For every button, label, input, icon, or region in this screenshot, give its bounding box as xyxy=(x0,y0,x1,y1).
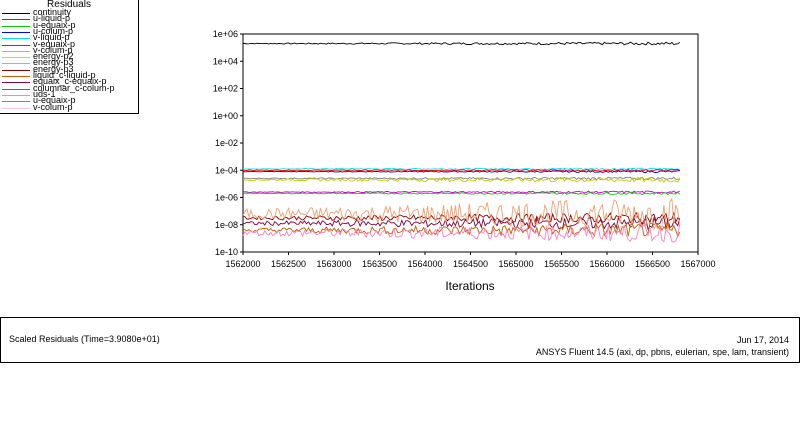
series-line xyxy=(242,168,681,172)
x-tick-label: 1565500 xyxy=(544,259,579,269)
x-tick-label: 1563500 xyxy=(362,259,397,269)
x-tick-label: 1562000 xyxy=(225,259,260,269)
legend-label: equaix_c-equaix-p xyxy=(33,76,107,87)
legend-label: energy-p2 xyxy=(33,51,74,62)
footer-date: Jun 17, 2014 xyxy=(736,335,789,345)
x-tick-label: 1564500 xyxy=(453,259,488,269)
x-tick-label: 1564000 xyxy=(407,259,442,269)
y-tick-label: 1e-08 xyxy=(215,220,238,230)
footer-solver-info: ANSYS Fluent 14.5 (axi, dp, pbns, euleri… xyxy=(535,347,789,357)
legend-line xyxy=(2,82,30,84)
legend-label: uds-1 xyxy=(33,88,56,99)
series-line xyxy=(242,170,680,173)
series-line xyxy=(242,216,681,231)
legend-label: v-colum-p xyxy=(33,101,73,112)
residuals-plot: 1562000 1562500 1563000 1563500 1564000 15645… xyxy=(213,29,716,293)
legend-line xyxy=(2,31,30,33)
plot-area xyxy=(242,33,699,253)
legend-label: v-equaix-p xyxy=(33,38,76,49)
legend-line xyxy=(2,44,30,46)
legend-label: energy-p3 xyxy=(33,57,74,68)
ticks-layer: 1562000 1562500 1563000 1563500 1564000 15645… xyxy=(213,29,716,269)
legend: Residuals continuity u-liquid-p u-equaix-p… xyxy=(0,0,139,114)
legend-label: continuity xyxy=(33,7,72,17)
legend-line xyxy=(2,19,30,21)
x-tick-label: 1565000 xyxy=(498,259,533,269)
y-tick-label: 1e-02 xyxy=(215,138,238,148)
legend-label: energy-p3 xyxy=(33,63,74,74)
x-tick-label: 1563000 xyxy=(316,259,351,269)
legend-line xyxy=(2,25,30,27)
legend-line xyxy=(2,38,30,40)
footer-panel: Scaled Residuals (Time=3.9080e+01) Jun 1… xyxy=(0,317,800,363)
series-line xyxy=(242,176,681,183)
legend-label: columnar_c-colum-p xyxy=(33,82,115,93)
y-tick-label: 1e-10 xyxy=(215,247,238,257)
series-layer xyxy=(242,41,681,243)
series-line xyxy=(242,222,681,243)
x-tick-label: 1567000 xyxy=(680,259,715,269)
series-line xyxy=(242,190,680,194)
legend-line xyxy=(2,88,30,90)
legend-label: u-liquid-p xyxy=(33,13,71,24)
legend-line xyxy=(2,57,30,59)
y-tick-label: 1e+02 xyxy=(213,84,238,94)
legend-line xyxy=(2,69,30,71)
legend-label: u-equaix-p xyxy=(33,95,76,106)
series-line xyxy=(242,197,681,231)
legend-line xyxy=(2,13,30,14)
legend-title: Residuals xyxy=(47,0,91,10)
footer-title: Scaled Residuals (Time=3.9080e+01) xyxy=(9,334,160,344)
y-tick-label: 1e+00 xyxy=(213,111,238,121)
series-line xyxy=(243,41,681,46)
legend-label: v-colum-p xyxy=(33,44,73,55)
legend-line xyxy=(2,107,30,109)
x-axis-label: Iterations xyxy=(445,279,494,293)
legend-label: v-liquid-p xyxy=(33,32,70,43)
legend-line xyxy=(2,94,30,96)
legend-label: liquid_c-liquid-p xyxy=(33,70,96,80)
legend-label: u-equaix-p xyxy=(33,19,76,30)
series-line xyxy=(242,211,681,224)
y-tick-label: 1e-06 xyxy=(215,193,238,203)
y-tick-label: 1e-04 xyxy=(215,165,238,175)
legend-line xyxy=(2,76,30,77)
legend-line xyxy=(2,101,30,103)
x-tick-label: 1566000 xyxy=(589,259,624,269)
x-tick-label: 1566500 xyxy=(635,259,670,269)
y-tick-label: 1e+06 xyxy=(213,29,238,39)
series-line xyxy=(242,191,681,196)
y-tick-label: 1e+04 xyxy=(213,56,238,66)
legend-line xyxy=(2,63,30,65)
legend-line xyxy=(2,50,30,52)
series-line xyxy=(242,167,680,171)
legend-label: u-colum-p xyxy=(33,25,74,36)
x-tick-label: 1562500 xyxy=(271,259,306,269)
